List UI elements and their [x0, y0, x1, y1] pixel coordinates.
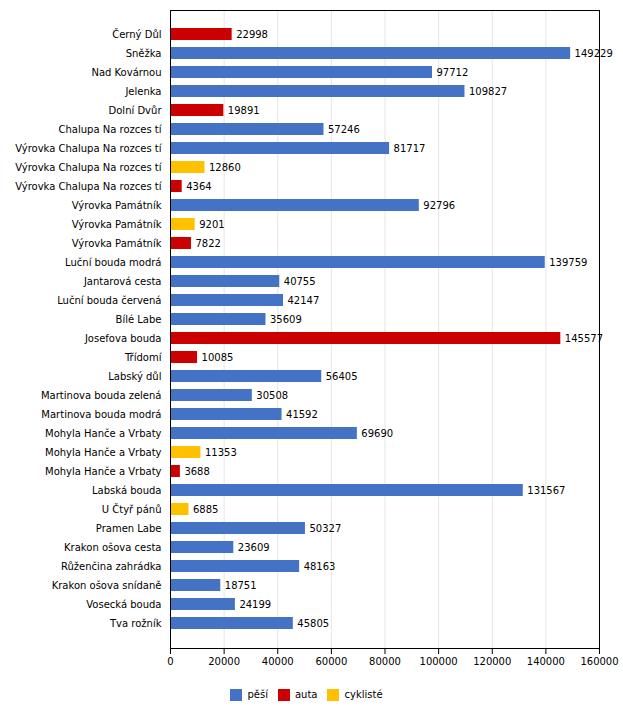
svg-text:160000: 160000 [580, 656, 618, 667]
svg-text:139759: 139759 [549, 257, 587, 268]
svg-text:Vosecká bouda: Vosecká bouda [86, 599, 161, 610]
svg-text:Růženčina zahrádka: Růženčina zahrádka [61, 561, 162, 572]
svg-text:42147: 42147 [288, 295, 320, 306]
svg-text:Jantarová cesta: Jantarová cesta [83, 276, 162, 287]
svg-text:145577: 145577 [565, 333, 603, 344]
svg-text:9201: 9201 [199, 219, 224, 230]
svg-text:Tva rožník: Tva rožník [109, 618, 162, 629]
svg-text:U Čtyř pánů: U Čtyř pánů [102, 503, 162, 515]
html-text:auta: auta [295, 689, 318, 700]
svg-text:131567: 131567 [527, 485, 565, 496]
svg-text:Mohyla Hanče a Vrbaty: Mohyla Hanče a Vrbaty [45, 428, 162, 439]
svg-text:Výrovka Chalupa Na rozces tí: Výrovka Chalupa Na rozces tí [15, 181, 163, 192]
svg-text:11353: 11353 [205, 447, 237, 458]
svg-text:Krakon ošova cesta: Krakon ošova cesta [64, 542, 161, 553]
svg-text:35609: 35609 [270, 314, 302, 325]
svg-text:19891: 19891 [228, 105, 260, 116]
svg-text:Luční bouda červená: Luční bouda červená [57, 295, 161, 306]
svg-text:Výrovka Chalupa Na rozces tí: Výrovka Chalupa Na rozces tí [15, 162, 163, 173]
svg-text:30508: 30508 [256, 390, 288, 401]
svg-text:Jelenka: Jelenka [124, 86, 161, 97]
svg-text:3688: 3688 [184, 466, 209, 477]
svg-text:Chalupa Na rozces tí: Chalupa Na rozces tí [58, 124, 162, 135]
svg-text:0: 0 [167, 656, 173, 667]
svg-text:Sněžka: Sněžka [126, 48, 162, 59]
svg-text:12860: 12860 [209, 162, 241, 173]
svg-text:92796: 92796 [423, 200, 455, 211]
svg-text:45805: 45805 [297, 618, 329, 629]
svg-text:120000: 120000 [473, 656, 511, 667]
svg-text:41592: 41592 [286, 409, 318, 420]
svg-text:109827: 109827 [469, 86, 507, 97]
svg-text:22998: 22998 [236, 29, 268, 40]
svg-text:24199: 24199 [239, 599, 271, 610]
svg-text:Martinova bouda modrá: Martinova bouda modrá [41, 409, 161, 420]
svg-text:Mohyla Hanče a Vrbaty: Mohyla Hanče a Vrbaty [45, 447, 162, 458]
svg-text:Martinova bouda zelená: Martinova bouda zelená [41, 390, 162, 401]
svg-text:48163: 48163 [304, 561, 336, 572]
svg-text:Josefova bouda: Josefova bouda [84, 333, 162, 344]
svg-text:Labská bouda: Labská bouda [92, 485, 161, 496]
svg-text:Výrovka Památník: Výrovka Památník [72, 200, 162, 211]
svg-text:69690: 69690 [361, 428, 393, 439]
html-text:cyklisté: cyklisté [344, 689, 383, 700]
svg-text:6885: 6885 [193, 504, 218, 515]
svg-text:57246: 57246 [328, 124, 360, 135]
svg-text:Labský důl: Labský důl [108, 371, 161, 382]
svg-text:Luční bouda modrá: Luční bouda modrá [65, 257, 161, 268]
svg-text:Třídomí: Třídomí [124, 352, 163, 363]
svg-text:80000: 80000 [369, 656, 401, 667]
svg-text:23609: 23609 [238, 542, 270, 553]
svg-text:20000: 20000 [208, 656, 240, 667]
svg-text:149229: 149229 [575, 48, 613, 59]
svg-text:Bílé Labe: Bílé Labe [116, 314, 162, 325]
svg-text:Mohyla Hanče a Vrbaty: Mohyla Hanče a Vrbaty [45, 466, 162, 477]
svg-text:4364: 4364 [186, 181, 211, 192]
svg-text:40000: 40000 [262, 656, 294, 667]
svg-text:100000: 100000 [420, 656, 458, 667]
svg-text:50327: 50327 [309, 523, 341, 534]
html-text:pěší: pěší [247, 689, 268, 700]
svg-text:10085: 10085 [202, 352, 234, 363]
svg-text:40755: 40755 [284, 276, 316, 287]
svg-text:Pramen Labe: Pramen Labe [96, 523, 162, 534]
svg-text:60000: 60000 [315, 656, 347, 667]
svg-text:Dolní Dvůr: Dolní Dvůr [109, 105, 163, 116]
svg-text:Černý Důl: Černý Důl [112, 28, 161, 40]
svg-text:56405: 56405 [326, 371, 358, 382]
svg-text:Výrovka Památník: Výrovka Památník [72, 219, 162, 230]
svg-text:Nad Kovárnou: Nad Kovárnou [91, 67, 161, 78]
svg-text:18751: 18751 [225, 580, 257, 591]
svg-text:97712: 97712 [436, 67, 468, 78]
svg-text:7822: 7822 [195, 238, 220, 249]
svg-text:81717: 81717 [394, 143, 426, 154]
svg-text:Krakon ošova snídaně: Krakon ošova snídaně [52, 580, 162, 591]
svg-text:Výrovka Chalupa Na rozces tí: Výrovka Chalupa Na rozces tí [15, 143, 163, 154]
svg-text:Výrovka Památník: Výrovka Památník [72, 238, 162, 249]
svg-text:140000: 140000 [527, 656, 565, 667]
